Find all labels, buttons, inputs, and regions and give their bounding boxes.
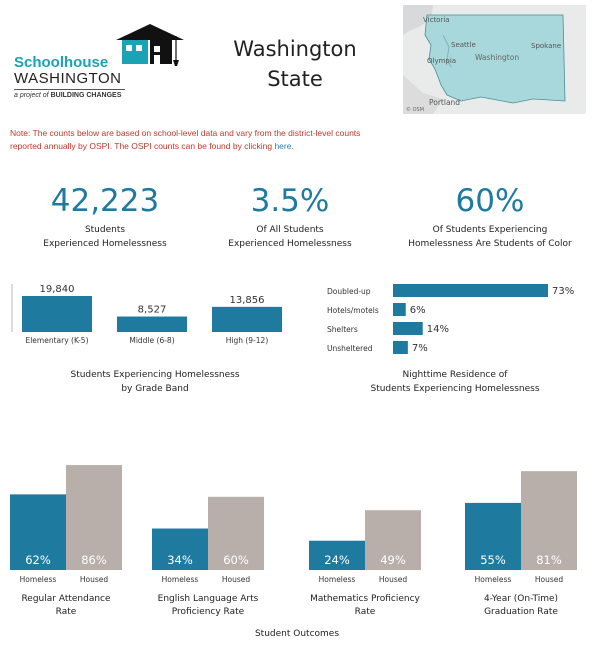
group-label: Rate xyxy=(56,607,77,617)
bar-value-label: 55% xyxy=(480,553,506,567)
category-label: Doubled-up xyxy=(327,287,371,296)
bar-value-label: 73% xyxy=(552,286,574,297)
group-label: Mathematics Proficiency xyxy=(310,594,420,604)
bar-homeless xyxy=(465,502,521,570)
bar-value-label: 49% xyxy=(380,553,406,567)
category-label: Elementary (K-5) xyxy=(25,336,88,345)
bar-homeless xyxy=(309,540,365,570)
bar xyxy=(393,322,423,335)
map-label: Victoria xyxy=(423,16,450,24)
kpi-value: 42,223 xyxy=(50,183,160,219)
bar-housed xyxy=(521,471,577,570)
bar-housed xyxy=(208,496,264,570)
bar-value-label: 7% xyxy=(412,343,428,354)
bar-value-label: 13,856 xyxy=(230,295,265,306)
data-note: Note: The counts below are based on scho… xyxy=(10,128,361,151)
page-title-line1: Washington xyxy=(233,37,357,61)
kpi-value: 3.5% xyxy=(250,183,330,219)
bar-value-label: 14% xyxy=(427,324,449,335)
bar xyxy=(393,284,548,297)
schoolhouse-washington-logo: Schoolhouse WASHINGTON a project of BUIL… xyxy=(10,20,185,102)
student-outcomes-chart: 62% 86% Homeless Housed Regular Attendance Ra… xyxy=(10,465,577,639)
kpi-label: Of Students Experiencing Homelessness Are… xyxy=(408,225,572,249)
group-label: Rate xyxy=(355,607,376,617)
logo-tagline: a project of BUILDING CHANGES xyxy=(14,92,122,99)
nighttime-residence-chart-title: Nighttime Residence of Students Experienc… xyxy=(370,370,540,394)
kpi-value: 60% xyxy=(455,183,525,219)
series-label: Homeless xyxy=(20,575,57,584)
series-label: Homeless xyxy=(319,575,356,584)
bar-value-label: 8,527 xyxy=(138,305,167,316)
series-label: Housed xyxy=(80,575,109,584)
bar xyxy=(212,306,282,332)
bar-value-label: 19,840 xyxy=(40,284,75,295)
bar-value-label: 60% xyxy=(223,553,249,567)
kpi-students-of-color: 60% Of Students Experiencing Homelessness… xyxy=(385,183,595,251)
bar xyxy=(117,316,187,332)
bar-value-label: 6% xyxy=(410,305,426,316)
grade-band-chart-title: Students Experiencing Homelessness by Gra… xyxy=(70,370,240,394)
bar-homeless xyxy=(10,494,66,570)
schoolhouse-icon xyxy=(116,24,184,66)
nighttime-residence-chart: Doubled-up 73% Hotels/motels 6% Shelters 14% U… xyxy=(327,284,574,354)
group-label: Proficiency Rate xyxy=(172,607,245,617)
kpi-percent-of-all-students: 3.5% Of All Students Experienced Homeless… xyxy=(205,183,375,251)
logo-divider xyxy=(14,89,125,90)
series-label: Housed xyxy=(535,575,564,584)
bar-housed xyxy=(66,465,122,570)
logo-schoolhouse-text: Schoolhouse xyxy=(14,54,109,71)
kpi-label: Students Experienced Homelessness xyxy=(43,225,167,249)
bar-value-label: 86% xyxy=(81,553,107,567)
category-label: Shelters xyxy=(327,325,358,334)
map-label: Washington xyxy=(475,53,519,62)
map-label: Seattle xyxy=(451,41,476,49)
map-label: Spokane xyxy=(531,42,561,50)
page-title-line2: State xyxy=(267,67,323,91)
kpi-students-homeless: 42,223 Students Experienced Homelessness xyxy=(20,183,190,251)
map-label: Olympia xyxy=(427,57,456,65)
bar xyxy=(393,303,406,316)
grade-band-chart: 19,840 Elementary (K-5) 8,527 Middle (6-8) 1… xyxy=(11,284,282,345)
ospi-counts-link[interactable]: here xyxy=(274,141,292,151)
map-label: Portland xyxy=(429,98,460,107)
series-label: Housed xyxy=(379,575,408,584)
kpi-label: Of All Students Experienced Homelessness xyxy=(228,225,352,249)
series-label: Homeless xyxy=(475,575,512,584)
group-label: Regular Attendance xyxy=(21,594,111,604)
bar-homeless xyxy=(152,528,208,570)
chart-title: Student Outcomes xyxy=(255,629,339,639)
category-label: Hotels/motels xyxy=(327,306,379,315)
group-label: English Language Arts xyxy=(158,594,259,604)
bar xyxy=(22,296,92,332)
map-attribution: © OSM xyxy=(406,106,424,113)
category-label: High (9-12) xyxy=(226,336,269,345)
bar-value-label: 34% xyxy=(167,553,193,567)
series-label: Housed xyxy=(222,575,251,584)
bar-value-label: 24% xyxy=(324,553,350,567)
category-label: Unsheltered xyxy=(327,344,373,353)
group-label: Graduation Rate xyxy=(484,607,558,617)
group-label: 4-Year (On-Time) xyxy=(484,594,558,604)
bar-value-label: 81% xyxy=(536,553,562,567)
category-label: Middle (6-8) xyxy=(129,336,174,345)
washington-state-map[interactable]: Victoria Seattle Olympia Washington Spok… xyxy=(403,5,586,114)
series-label: Homeless xyxy=(162,575,199,584)
page-title: Washington State xyxy=(215,34,375,94)
bar-housed xyxy=(365,510,421,570)
bar-value-label: 62% xyxy=(25,553,51,567)
logo-washington-text: WASHINGTON xyxy=(14,70,122,87)
bar xyxy=(393,341,408,354)
